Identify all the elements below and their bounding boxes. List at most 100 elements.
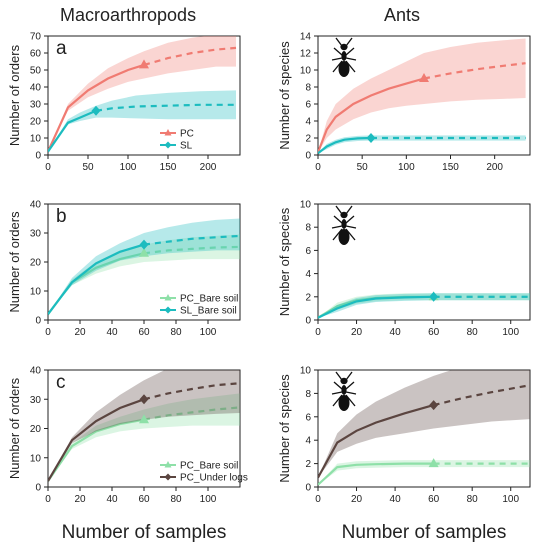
column-title-ants: Ants: [384, 5, 420, 25]
y-axis-label: Number of species: [277, 41, 292, 150]
extrapolated-curve: [143, 234, 240, 246]
plot-frame: [47, 35, 241, 156]
y-tick-label: 20: [30, 117, 42, 128]
legend-label: PC_Bare soil: [180, 294, 238, 305]
y-tick-label: 6: [305, 100, 311, 111]
ant-abdomen: [338, 229, 350, 245]
interpolated-curve: [48, 398, 145, 482]
y-tick-label: 10: [30, 134, 42, 145]
ant-leg: [333, 215, 343, 224]
y-axis-label: Number of orders: [7, 377, 22, 479]
ant-icon: [331, 37, 357, 77]
ant-icon: [331, 205, 357, 245]
y-tick-label: 70: [30, 32, 42, 43]
y-tick-label: 12: [300, 49, 312, 60]
ant-leg: [345, 391, 357, 395]
ant-leg: [345, 57, 357, 61]
confidence-band: [48, 36, 236, 152]
ant-leg: [331, 225, 343, 229]
y-axis-label: Number of orders: [7, 44, 22, 146]
x-tick-label: 100: [120, 162, 137, 173]
x-tick-label: 40: [106, 494, 118, 505]
x-tick-label: 0: [315, 162, 321, 173]
confidence-band: [48, 393, 240, 482]
plot-area: [318, 38, 526, 155]
y-tick-label: 8: [305, 389, 311, 400]
reference-marker-diamond: [366, 133, 376, 143]
x-tick-label: 0: [315, 327, 321, 338]
interpolated-curve: [318, 77, 425, 153]
confidence-band: [48, 370, 240, 482]
x-tick-label: 150: [160, 162, 177, 173]
x-tick-label: 80: [467, 327, 479, 338]
panel-label: c: [56, 372, 66, 393]
reference-marker-diamond: [139, 239, 149, 250]
x-tick-label: 40: [390, 494, 402, 505]
ant-head: [340, 377, 348, 385]
ant-leg: [345, 205, 353, 215]
confidence-band: [318, 38, 526, 153]
interpolated-curve: [318, 295, 434, 319]
x-axis-label-right: Number of samples: [342, 522, 507, 543]
y-tick-label: 10: [300, 66, 312, 77]
y-tick-label: 0: [35, 316, 41, 327]
x-tick-label: 60: [428, 327, 440, 338]
legend-label: PC_Bare soil: [180, 461, 238, 472]
ant-icon: [331, 371, 357, 411]
confidence-band: [318, 370, 530, 478]
extrapolated-curve: [95, 103, 236, 112]
y-tick-label: 30: [30, 229, 42, 240]
extrapolated-curve: [143, 382, 240, 401]
ant-abdomen: [338, 395, 350, 411]
x-tick-label: 50: [82, 162, 94, 173]
y-tick-label: 0: [35, 483, 41, 494]
y-tick-label: 2: [305, 459, 311, 470]
plot-area: [48, 36, 237, 153]
ant-thorax: [341, 385, 347, 395]
ant-leg: [335, 205, 343, 215]
x-tick-label: 100: [502, 494, 519, 505]
x-tick-label: 80: [170, 494, 182, 505]
legend-marker-triangle: [164, 129, 172, 136]
ant-leg: [345, 215, 355, 224]
ant-leg: [345, 225, 357, 229]
legend-label: SL_Bare soil: [180, 306, 237, 317]
y-tick-label: 40: [30, 366, 42, 377]
y-tick-label: 6: [305, 412, 311, 423]
legend-label: PC_Under logs: [180, 473, 248, 484]
x-tick-label: 60: [138, 327, 150, 338]
panel-label: b: [56, 206, 67, 227]
panel-label: a: [56, 38, 67, 59]
reference-marker-triangle: [139, 414, 149, 424]
x-tick-label: 60: [138, 494, 150, 505]
ant-leg: [331, 391, 343, 395]
ant-abdomen: [338, 61, 350, 77]
x-tick-label: 20: [351, 494, 363, 505]
x-tick-label: 40: [390, 327, 402, 338]
y-tick-label: 6: [305, 246, 311, 257]
column-title-macroarthropods: Macroarthropods: [60, 5, 196, 25]
y-tick-label: 4: [305, 436, 311, 447]
y-tick-label: 30: [30, 100, 42, 111]
y-axis-label: Number of orders: [7, 211, 22, 313]
ant-leg: [335, 371, 343, 381]
y-tick-label: 2: [305, 134, 311, 145]
legend-label: PC: [180, 129, 194, 140]
panel-a-ants: 0 2 4 6 8 10 12 14 0 50 100 150 200 Number of species: [277, 32, 531, 173]
y-tick-label: 60: [30, 49, 42, 60]
extrapolated-curve: [143, 406, 240, 421]
ant-leg: [345, 371, 353, 381]
y-tick-label: 10: [300, 200, 312, 211]
plot-frame: [317, 203, 531, 321]
reference-marker-diamond: [91, 105, 101, 116]
y-axis-label: Number of species: [277, 207, 292, 316]
interpolated-curve: [48, 63, 145, 153]
x-tick-label: 0: [315, 494, 321, 505]
y-tick-label: 4: [305, 269, 311, 280]
reference-marker-diamond: [429, 291, 439, 302]
ant-leg: [331, 57, 343, 61]
x-tick-label: 100: [398, 162, 415, 173]
confidence-band: [48, 234, 240, 315]
